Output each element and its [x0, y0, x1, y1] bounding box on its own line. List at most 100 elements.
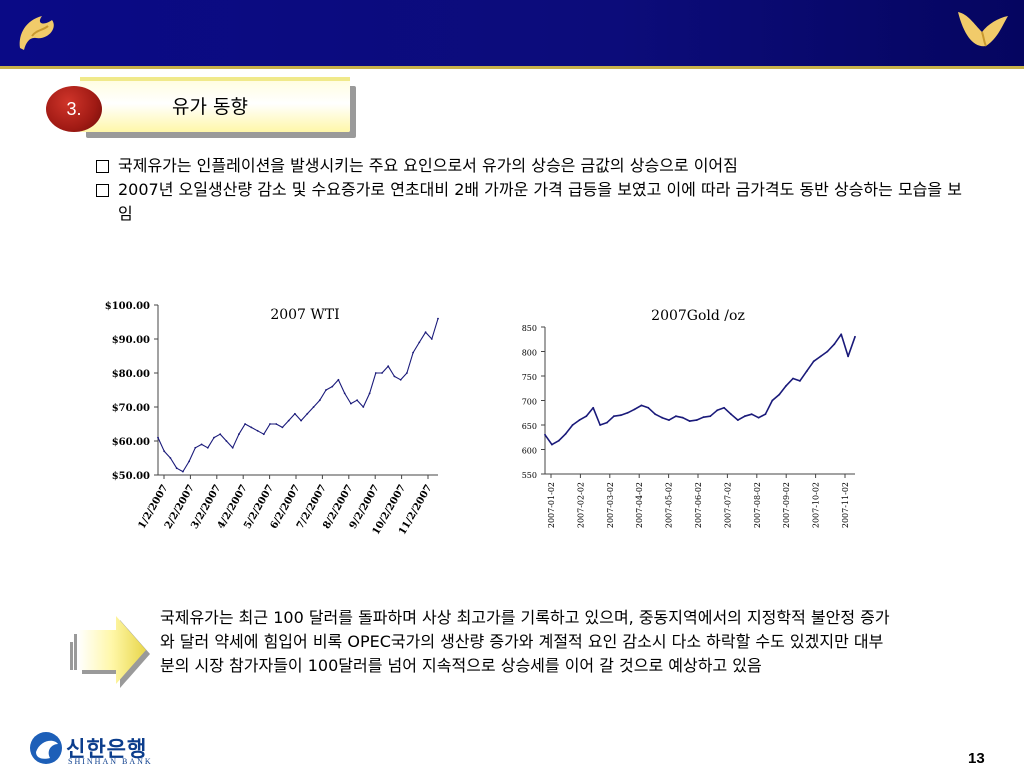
- data-point: [564, 432, 567, 435]
- x-tick-label: 2007-10-02: [812, 482, 821, 528]
- data-point: [306, 412, 309, 415]
- data-point: [585, 415, 588, 418]
- y-tick-label: $80.00: [112, 369, 150, 380]
- data-point: [571, 424, 574, 426]
- data-point: [244, 423, 247, 425]
- data-point: [318, 399, 321, 402]
- data-point: [362, 406, 365, 408]
- data-point: [374, 372, 377, 374]
- data-point: [300, 419, 302, 422]
- data-point: [294, 412, 296, 415]
- data-point: [799, 380, 801, 382]
- x-tick-label: 2007-09-02: [782, 482, 791, 528]
- data-point: [805, 370, 808, 372]
- data-point: [312, 406, 315, 408]
- data-point: [188, 460, 190, 463]
- data-point: [847, 355, 849, 358]
- data-point: [826, 350, 829, 353]
- data-point: [833, 343, 836, 346]
- section-title: 유가 동향: [172, 96, 248, 118]
- data-point: [709, 415, 712, 418]
- data-point: [381, 372, 383, 374]
- y-tick-label: 600: [522, 447, 537, 456]
- series-line: [544, 333, 856, 446]
- data-point: [194, 446, 197, 449]
- bank-name-english: SHINHAN BANK: [68, 757, 153, 766]
- data-point: [337, 378, 340, 381]
- data-point: [250, 426, 253, 429]
- data-point: [356, 399, 358, 402]
- data-point: [730, 413, 732, 416]
- data-point: [269, 423, 271, 425]
- shinhan-bank-logo-icon: [30, 732, 62, 764]
- x-tick-label: 2007-08-02: [753, 482, 762, 528]
- data-point: [688, 420, 691, 422]
- data-point: [578, 419, 581, 421]
- data-point: [750, 413, 753, 416]
- data-point: [175, 467, 178, 470]
- x-tick-label: 2007-02-02: [576, 482, 585, 528]
- data-point: [437, 317, 439, 320]
- data-point: [654, 413, 657, 416]
- y-tick-label: 650: [522, 422, 537, 431]
- y-tick-label: 750: [522, 373, 537, 382]
- series-line: [157, 318, 439, 473]
- data-point: [743, 415, 746, 418]
- data-point: [231, 446, 234, 449]
- data-point: [287, 419, 290, 422]
- data-point: [626, 411, 629, 414]
- gold-chart: 2007Gold /oz 850 800 750 700 650 600 550 2007-0…: [522, 308, 856, 528]
- data-point: [695, 419, 698, 421]
- data-point: [675, 415, 677, 418]
- data-point: [182, 470, 184, 473]
- x-tick-label: 2007-07-02: [723, 482, 732, 528]
- data-point: [716, 409, 719, 412]
- data-point: [544, 433, 546, 436]
- y-tick-label: $70.00: [112, 403, 150, 414]
- data-point: [206, 446, 209, 449]
- y-tick-label: 800: [522, 349, 537, 358]
- data-point: [281, 426, 284, 429]
- data-point: [275, 423, 278, 425]
- data-point: [592, 406, 595, 409]
- chart-title: 2007 WTI: [270, 307, 339, 323]
- checkbox-bullet-icon: [96, 160, 109, 173]
- data-point: [778, 393, 781, 396]
- data-point: [551, 443, 553, 446]
- data-point: [702, 416, 705, 419]
- data-point: [418, 341, 421, 344]
- x-tick-label: 2007-11-02: [841, 482, 850, 528]
- data-point: [406, 372, 408, 374]
- header-divider: [0, 66, 1024, 69]
- data-point: [262, 433, 265, 436]
- data-point: [424, 331, 427, 334]
- data-point: [350, 402, 352, 405]
- data-point: [599, 424, 601, 426]
- data-point: [681, 416, 684, 419]
- data-point: [225, 440, 228, 442]
- data-point: [647, 406, 650, 409]
- data-point: [771, 399, 774, 402]
- checkbox-bullet-icon: [96, 184, 109, 197]
- data-point: [238, 433, 240, 436]
- x-tick-label: 2007-03-02: [606, 482, 615, 528]
- x-tick-label: 2007-04-02: [635, 482, 644, 528]
- data-point: [387, 365, 390, 368]
- x-tick-label: 2007-06-02: [694, 482, 703, 528]
- data-point: [430, 338, 433, 340]
- data-point: [840, 333, 843, 336]
- data-point: [399, 378, 402, 381]
- data-point: [393, 375, 396, 378]
- data-point: [668, 419, 670, 421]
- y-tick-label: $60.00: [112, 437, 150, 448]
- bullet-item: 국제유가는 인플레이션을 발생시키는 주요 요인으로서 유가의 상승은 금값의 …: [96, 154, 976, 178]
- y-tick-label: 550: [522, 471, 537, 480]
- bird-logo-icon: [19, 16, 54, 50]
- wti-chart: 2007 WTI $100.00 $90.00 $80.00 $70.00 $60.00…: [105, 301, 439, 537]
- data-point: [325, 389, 327, 391]
- data-point: [606, 421, 608, 424]
- data-point: [619, 414, 622, 417]
- y-tick-label: $90.00: [112, 335, 150, 346]
- data-point: [331, 385, 334, 388]
- data-point: [412, 351, 414, 354]
